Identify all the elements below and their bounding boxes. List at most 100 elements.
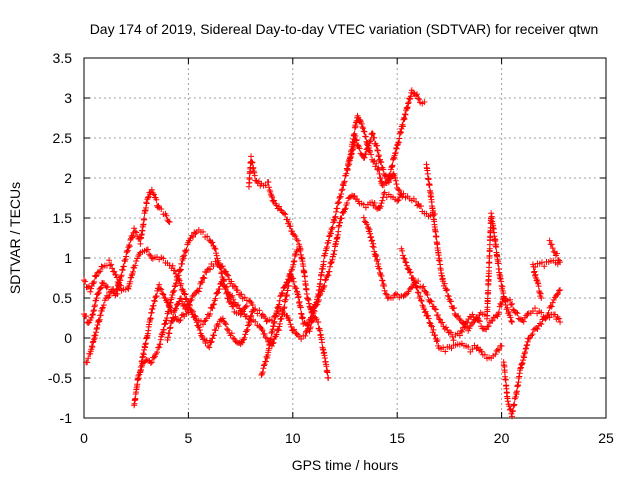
data-point (156, 281, 163, 288)
data-point (365, 225, 372, 232)
data-point (93, 329, 100, 336)
data-point (104, 283, 111, 290)
y-tick-label: -1 (60, 410, 73, 426)
data-point (495, 260, 502, 267)
data-point (294, 237, 301, 244)
data-point (418, 203, 425, 210)
data-point (118, 272, 125, 279)
data-point (388, 163, 395, 170)
data-point (293, 330, 300, 337)
data-point (189, 233, 196, 240)
data-point (405, 100, 412, 107)
data-point (222, 284, 229, 291)
data-point (268, 192, 275, 199)
data-point (269, 194, 276, 201)
data-point (535, 280, 542, 287)
y-tick-label: 1 (64, 250, 72, 266)
data-point (448, 345, 455, 352)
data-point (402, 291, 409, 298)
data-point (268, 335, 275, 342)
data-point (536, 289, 543, 296)
data-point (407, 93, 414, 100)
data-point (202, 340, 209, 347)
data-point (378, 273, 385, 280)
data-point (90, 308, 97, 315)
data-point (196, 324, 203, 331)
data-point (403, 259, 410, 266)
data-point (276, 297, 283, 304)
data-point (400, 255, 407, 262)
data-point (258, 372, 265, 379)
data-point (173, 305, 180, 312)
data-point (322, 277, 329, 284)
data-point (322, 250, 329, 257)
data-point (543, 314, 550, 321)
data-point (328, 259, 335, 266)
data-point (507, 314, 514, 321)
data-point (179, 298, 186, 305)
data-point (410, 89, 417, 96)
data-point (286, 317, 293, 324)
data-point (93, 295, 100, 302)
data-point (184, 306, 191, 313)
data-point (338, 215, 345, 222)
data-point (92, 273, 99, 280)
data-point (87, 288, 94, 295)
data-point (244, 326, 251, 333)
data-point (210, 332, 217, 339)
data-point (173, 280, 180, 287)
data-point (399, 247, 406, 254)
data-point (430, 326, 437, 333)
data-point (513, 309, 520, 316)
data-point (147, 360, 154, 367)
data-point (390, 294, 397, 301)
data-point (89, 344, 96, 351)
data-point (160, 255, 167, 262)
data-point (132, 262, 139, 269)
data-point (433, 233, 440, 240)
data-point (207, 339, 214, 346)
data-point (155, 344, 162, 351)
data-point (292, 233, 299, 240)
grid-lines (84, 58, 606, 418)
data-point (288, 267, 295, 274)
data-point (131, 265, 138, 272)
data-point (462, 323, 469, 330)
data-point (149, 190, 156, 197)
data-point (91, 278, 98, 285)
data-point (321, 282, 328, 289)
data-point (415, 95, 422, 102)
data-point (476, 318, 483, 325)
data-point (331, 217, 338, 224)
data-point (150, 354, 157, 361)
data-point (358, 120, 365, 127)
data-point (135, 375, 142, 382)
data-point (346, 161, 353, 168)
data-point (398, 191, 405, 197)
data-point (445, 293, 452, 300)
data-point (209, 335, 216, 342)
data-point (198, 278, 205, 285)
data-point (475, 315, 482, 322)
data-point (374, 147, 381, 154)
data-point (538, 321, 545, 328)
data-point (427, 297, 434, 304)
data-point (342, 205, 349, 212)
data-point (421, 309, 428, 316)
data-point (334, 205, 341, 212)
data-point (297, 304, 304, 311)
data-point (494, 346, 501, 353)
data-point (406, 269, 413, 276)
data-point (444, 286, 451, 293)
data-point (97, 285, 104, 292)
data-point (455, 312, 462, 319)
data-point (210, 301, 217, 308)
data-point (230, 282, 237, 289)
data-point (417, 297, 424, 304)
data-point (362, 133, 369, 140)
data-point (460, 320, 467, 327)
data-point (337, 193, 344, 200)
data-point (535, 283, 542, 290)
y-tick-label: 1.5 (53, 210, 73, 226)
data-point (393, 181, 400, 188)
